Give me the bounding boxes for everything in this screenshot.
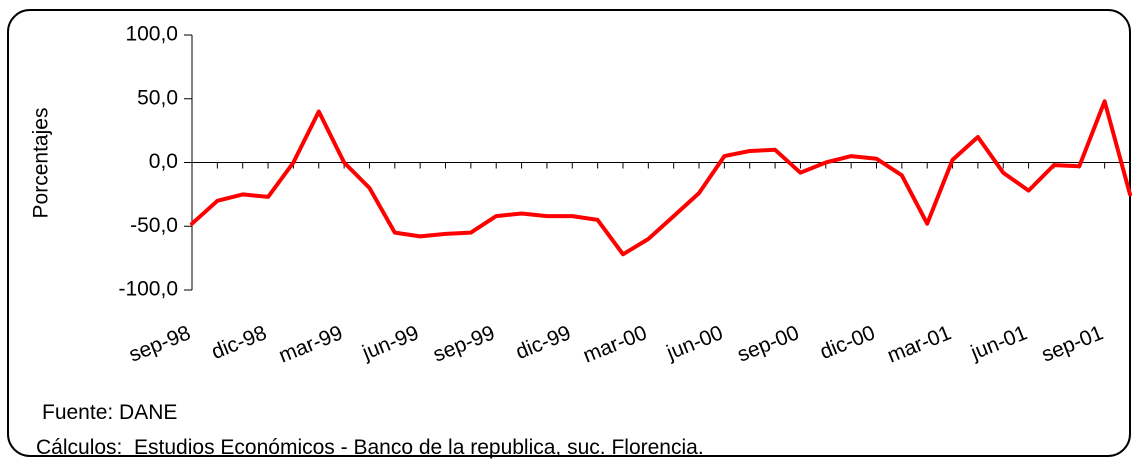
y-tick-label: 50,0: [137, 86, 178, 109]
chart-frame: [7, 9, 1131, 457]
y-axis-label: Porcentajes: [30, 108, 53, 219]
y-tick-label: -100,0: [118, 278, 178, 301]
calc-note: Cálculos: Estudios Económicos - Banco de…: [36, 436, 704, 459]
y-tick-label: 0,0: [149, 150, 178, 173]
y-tick-label: -50,0: [130, 214, 178, 237]
y-tick-label: 100,0: [125, 23, 178, 46]
source-note: Fuente: DANE: [42, 401, 177, 424]
data-line: [190, 99, 1132, 257]
